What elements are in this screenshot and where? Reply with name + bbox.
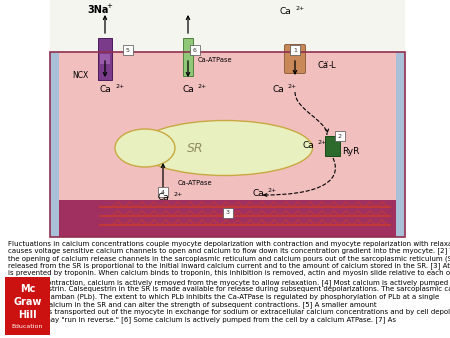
Ellipse shape [138, 121, 312, 175]
Text: Ca: Ca [252, 189, 264, 197]
Text: NCX: NCX [72, 71, 88, 79]
FancyBboxPatch shape [223, 208, 233, 218]
Ellipse shape [115, 129, 175, 167]
Text: 2+: 2+ [173, 193, 182, 197]
Text: v: v [325, 59, 328, 65]
FancyBboxPatch shape [290, 45, 300, 55]
Text: 1: 1 [293, 48, 297, 52]
Text: Ca: Ca [302, 141, 314, 149]
Text: Ca: Ca [182, 86, 194, 95]
FancyBboxPatch shape [158, 187, 168, 197]
Text: 2: 2 [338, 134, 342, 139]
Text: Ca: Ca [99, 86, 111, 95]
Text: Graw: Graw [14, 297, 42, 307]
Text: 3Na: 3Na [87, 5, 109, 15]
Text: Mc: Mc [20, 284, 35, 294]
Text: 2+: 2+ [318, 140, 327, 145]
Text: Education: Education [12, 324, 43, 330]
Text: 2+: 2+ [295, 6, 304, 11]
Text: the opening of calcium release channels in the sarcoplasmic reticulum and calciu: the opening of calcium release channels … [8, 255, 450, 262]
Text: Following contraction, calcium is actively removed from the myocyte to allow rel: Following contraction, calcium is active… [8, 279, 450, 286]
Text: -L: -L [329, 61, 337, 70]
Bar [59, 200, 396, 237]
Text: SR: SR [187, 142, 203, 154]
Text: 2+: 2+ [288, 84, 297, 90]
Bar [325, 136, 340, 156]
Bar [98, 38, 112, 80]
Bar [100, 54, 110, 64]
Text: 5: 5 [126, 48, 130, 52]
Text: Fluctuations in calcium concentrations couple myocyte depolarization with contra: Fluctuations in calcium concentrations c… [8, 240, 450, 247]
FancyBboxPatch shape [190, 45, 200, 55]
FancyBboxPatch shape [335, 131, 345, 141]
Text: Hill: Hill [18, 310, 37, 320]
Bar [59, 52, 396, 237]
Text: RyR: RyR [342, 147, 360, 156]
FancyBboxPatch shape [284, 45, 306, 73]
Bar [50, 52, 405, 70]
Text: 6: 6 [193, 48, 197, 52]
Text: 2+: 2+ [115, 84, 124, 90]
Text: released from the SR is proportional to the initial inward calcium current and t: released from the SR is proportional to … [8, 263, 450, 269]
Text: Ca: Ca [318, 61, 329, 70]
Text: 3: 3 [226, 211, 230, 216]
Text: by phospholamban (PLb). The extent to which PLb inhibits the Ca-ATPase is regula: by phospholamban (PLb). The extent to wh… [8, 294, 439, 300]
Text: of calcium is transported out of the myocyte in exchange for sodium or extracell: of calcium is transported out of the myo… [8, 309, 450, 315]
FancyBboxPatch shape [123, 45, 133, 55]
Bar [50, 52, 405, 237]
Text: is prevented by troponin. When calcium binds to troponin, this inhibition is rem: is prevented by troponin. When calcium b… [8, 270, 450, 276]
Text: causes voltage sensitive calcium channels to open and calcium to flow down its c: causes voltage sensitive calcium channel… [8, 247, 450, 254]
Bar [50, 52, 59, 237]
Text: 2+: 2+ [268, 188, 277, 193]
Text: Ca-ATPase: Ca-ATPase [178, 180, 212, 186]
Text: the pump may "run in reverse." [6] Some calcium is actively pumped from the cell: the pump may "run in reverse." [6] Some … [8, 316, 396, 323]
Text: +: + [106, 3, 112, 9]
Text: Ca: Ca [272, 86, 284, 95]
Text: 4: 4 [161, 190, 165, 194]
Text: residue of calcium in the SR and can alter the strength of subsequent contractio: residue of calcium in the SR and can alt… [8, 301, 377, 308]
Text: to calsequestrin. Calsequestrin in the SR is made available for release during s: to calsequestrin. Calsequestrin in the S… [8, 287, 450, 292]
Bar [183, 38, 193, 76]
Text: Ca: Ca [157, 193, 169, 202]
Text: Ca-ATPase: Ca-ATPase [198, 57, 232, 63]
Bar [50, 0, 405, 52]
Bar [396, 52, 405, 237]
Bar [5, 277, 50, 335]
Text: Ca: Ca [279, 7, 291, 17]
Text: 2+: 2+ [198, 84, 207, 90]
